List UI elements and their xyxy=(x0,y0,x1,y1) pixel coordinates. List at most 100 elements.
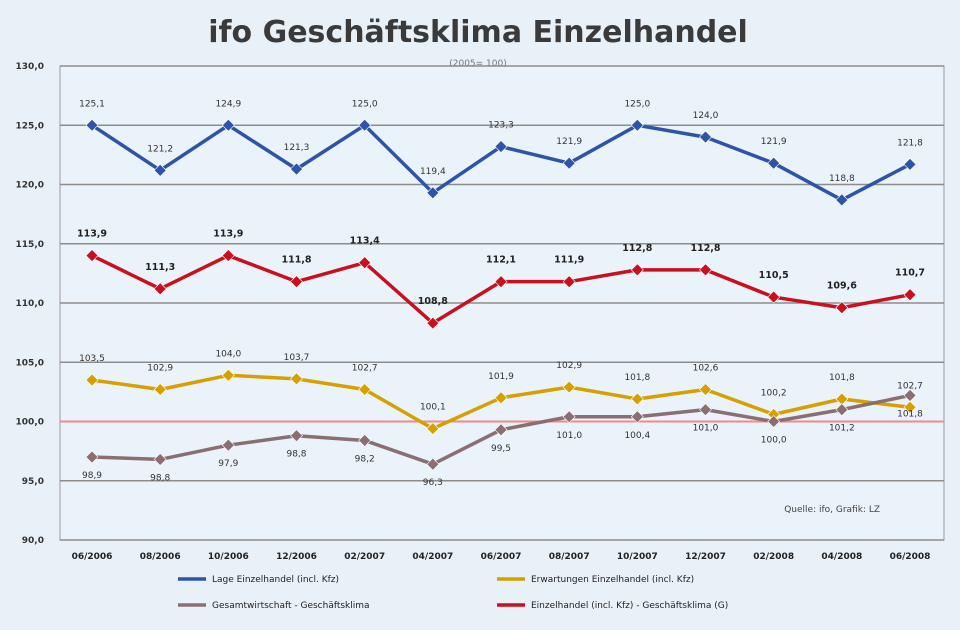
data-point xyxy=(835,301,849,315)
data-point xyxy=(562,156,576,170)
x-tick-label: 12/2006 xyxy=(276,552,317,562)
y-tick-label: 110,0 xyxy=(16,299,44,309)
data-point xyxy=(426,457,440,471)
data-point xyxy=(903,389,917,402)
data-point xyxy=(426,422,440,436)
data-label: 102,6 xyxy=(693,364,719,374)
x-tick-label: 06/2006 xyxy=(72,552,113,562)
data-label: 125,0 xyxy=(624,99,650,109)
data-label: 104,0 xyxy=(215,349,241,359)
data-point xyxy=(699,130,712,144)
chart-title: ifo Geschäftsklima Einzelhandel xyxy=(208,15,748,50)
data-label: 101,2 xyxy=(829,424,855,434)
data-label: 124,9 xyxy=(215,99,241,109)
data-point xyxy=(494,423,508,437)
plot-area: (2005= 100) 130,0 125,0 120,0 115,0 110,0 105,… xyxy=(16,59,945,611)
data-point xyxy=(85,373,99,387)
data-label: 102,7 xyxy=(897,381,923,391)
y-tick-label: 130,0 xyxy=(16,62,44,72)
legend-entry: Einzelhandel (incl. Kfz) - Geschäftsklim… xyxy=(531,601,728,611)
data-point xyxy=(630,118,644,132)
data-point xyxy=(358,383,372,396)
data-point xyxy=(426,316,440,330)
data-point xyxy=(153,163,167,177)
data-point xyxy=(494,140,508,154)
data-label: 98,8 xyxy=(286,450,306,460)
data-point xyxy=(699,263,712,277)
data-point xyxy=(358,118,372,132)
x-tick-label: 02/2008 xyxy=(753,552,794,562)
data-label: 113,9 xyxy=(213,229,243,240)
data-label: 108,8 xyxy=(418,296,448,307)
x-tick-label: 04/2008 xyxy=(821,552,862,562)
data-label: 101,8 xyxy=(897,409,923,419)
data-label: 121,2 xyxy=(147,144,173,154)
data-point xyxy=(358,434,372,447)
data-label: 121,3 xyxy=(284,143,310,153)
legend-entry: Lage Einzelhandel (incl. Kfz) xyxy=(212,575,339,585)
data-point xyxy=(85,118,99,132)
data-point xyxy=(630,263,644,277)
data-point xyxy=(562,410,576,424)
data-label: 112,8 xyxy=(622,243,652,254)
data-point xyxy=(221,438,235,452)
data-label: 119,4 xyxy=(420,167,446,177)
data-point xyxy=(290,275,303,289)
data-point xyxy=(494,391,508,405)
data-label: 110,5 xyxy=(759,270,789,281)
data-label: 113,9 xyxy=(77,229,107,240)
data-point xyxy=(85,249,99,263)
data-point xyxy=(562,380,576,394)
data-label: 98,8 xyxy=(150,473,170,483)
data-point xyxy=(221,118,235,132)
data-label: 112,1 xyxy=(486,255,516,266)
data-label: 121,8 xyxy=(897,138,923,148)
data-label: 111,8 xyxy=(281,255,311,266)
data-point xyxy=(153,282,167,296)
data-label: 124,0 xyxy=(693,111,719,121)
chart-subtitle: (2005= 100) xyxy=(449,59,507,69)
data-label: 100,4 xyxy=(624,431,650,441)
data-point xyxy=(153,452,167,466)
data-point xyxy=(153,383,167,396)
data-label: 110,7 xyxy=(895,268,925,279)
data-label: 103,5 xyxy=(79,354,105,364)
legend-entry: Gesamtwirtschaft - Geschäftsklima xyxy=(212,601,370,611)
data-point xyxy=(699,383,712,396)
x-tick-label: 10/2007 xyxy=(617,552,658,562)
data-point xyxy=(835,392,849,406)
data-label: 98,9 xyxy=(82,471,102,481)
data-point xyxy=(767,156,781,170)
data-point xyxy=(290,429,303,443)
data-point xyxy=(835,193,849,207)
data-label: 118,8 xyxy=(829,174,855,184)
data-label: 121,9 xyxy=(761,137,787,147)
data-label: 100,0 xyxy=(761,436,787,446)
x-tick-label: 12/2007 xyxy=(685,552,726,562)
data-point xyxy=(562,275,576,289)
legend-entry: Erwartungen Einzelhandel (incl. Kfz) xyxy=(531,575,694,585)
source-note: Quelle: ifo, Grafik: LZ xyxy=(784,505,880,515)
data-label: 97,9 xyxy=(218,459,238,469)
data-label: 101,8 xyxy=(829,373,855,383)
data-point xyxy=(426,186,440,200)
data-point xyxy=(767,415,781,428)
data-point xyxy=(835,403,849,417)
data-label: 109,6 xyxy=(827,281,857,292)
data-label: 121,9 xyxy=(556,137,582,147)
data-label: 101,0 xyxy=(693,424,719,434)
data-point xyxy=(221,368,235,382)
data-point xyxy=(494,275,508,289)
data-point xyxy=(630,410,644,424)
data-point xyxy=(85,450,99,464)
x-tick-label: 06/2007 xyxy=(481,552,522,562)
data-point xyxy=(903,400,917,414)
y-tick-label: 100,0 xyxy=(16,418,44,428)
x-tick-label: 10/2006 xyxy=(208,552,249,562)
data-label: 103,7 xyxy=(284,353,310,363)
data-label: 102,9 xyxy=(147,364,173,374)
data-label: 96,3 xyxy=(423,478,443,488)
data-label: 101,8 xyxy=(624,373,650,383)
y-tick-label: 105,0 xyxy=(16,358,44,368)
